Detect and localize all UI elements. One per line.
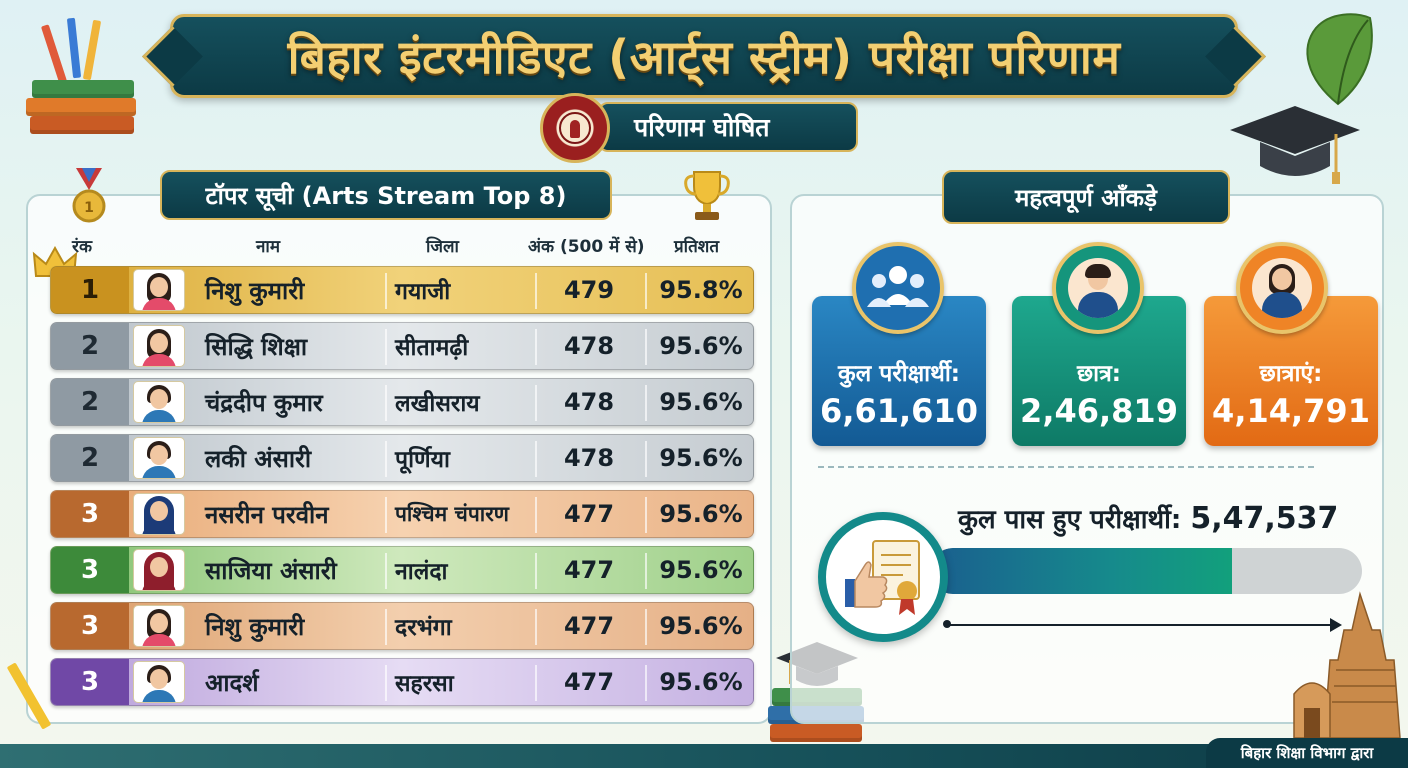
stat-label: कुल परीक्षार्थी:	[838, 361, 960, 387]
column-header-marks: अंक (500 में से)	[528, 237, 645, 257]
pass-progress-bar	[930, 548, 1362, 594]
rank-cell: 3	[51, 659, 129, 705]
stat-value: 2,46,819	[1020, 392, 1178, 430]
marks-cell: 477	[563, 668, 615, 696]
name-cell: निशु कुमारी	[205, 276, 305, 305]
name-cell: नसरीन परवीन	[205, 500, 329, 529]
pass-progress-fill	[930, 548, 1233, 594]
result-declared-banner: परिणाम घोषित	[598, 102, 858, 152]
statistics-banner: महत्वपूर्ण आँकड़े	[942, 170, 1230, 224]
stat-value: 6,61,610	[820, 392, 978, 430]
footer-credit: बिहार शिक्षा विभाग द्वारा	[1206, 738, 1408, 768]
footer-credit-text: बिहार शिक्षा विभाग द्वारा	[1240, 744, 1374, 762]
name-cell: चंद्रदीप कुमार	[205, 388, 323, 417]
group-icon	[852, 242, 944, 334]
arrow-icon	[943, 618, 1342, 632]
total-passed-value: 5,47,537	[1190, 501, 1339, 536]
marks-cell: 478	[563, 444, 615, 472]
marks-cell: 477	[563, 500, 615, 528]
name-cell: आदर्श	[205, 668, 259, 697]
district-cell: सहरसा	[395, 671, 454, 697]
board-emblem-icon	[540, 93, 610, 163]
student-avatar-icon	[133, 493, 185, 535]
district-cell: पूर्णिया	[395, 447, 450, 473]
column-header-district: जिला	[426, 237, 459, 257]
topper-row: 3 नसरीन परवीन पश्चिम चंपारण 477 95.6%	[50, 490, 754, 538]
percentage-cell: 95.8%	[659, 276, 743, 304]
district-cell: लखीसराय	[395, 391, 480, 417]
rank-cell: 2	[51, 379, 129, 425]
percentage-cell: 95.6%	[659, 500, 743, 528]
student-avatar-icon	[133, 437, 185, 479]
percentage-cell: 95.6%	[659, 668, 743, 696]
stat-value: 4,14,791	[1212, 392, 1370, 430]
district-cell: पश्चिम चंपारण	[395, 502, 509, 526]
svg-text:1: 1	[84, 200, 94, 216]
topper-row: 2 लकी अंसारी पूर्णिया 478 95.6%	[50, 434, 754, 482]
leaf-icon	[1306, 13, 1373, 106]
marks-cell: 477	[563, 556, 615, 584]
topper-row: 3 साजिया अंसारी नालंदा 477 95.6%	[50, 546, 754, 594]
district-cell: गयाजी	[395, 279, 451, 305]
footer-bar	[0, 744, 1408, 768]
percentage-cell: 95.6%	[659, 556, 743, 584]
percentage-cell: 95.6%	[659, 444, 743, 472]
name-cell: साजिया अंसारी	[205, 556, 337, 585]
female-student-icon	[1236, 242, 1328, 334]
graduation-cap-icon	[1230, 106, 1360, 184]
marks-cell: 479	[563, 276, 615, 304]
statistics-title: महत्वपूर्ण आँकड़े	[1015, 183, 1157, 212]
topper-row: 1 निशु कुमारी गयाजी 479 95.8%	[50, 266, 754, 314]
rank-cell: 3	[51, 547, 129, 593]
district-cell: दरभंगा	[395, 615, 452, 641]
total-passed-label: कुल पास हुए परीक्षार्थी: 5,47,537	[958, 500, 1338, 536]
column-header-name: नाम	[256, 237, 281, 257]
column-header-percentage: प्रतिशत	[674, 237, 720, 257]
percentage-cell: 95.6%	[659, 332, 743, 360]
divider	[818, 466, 1314, 468]
marks-cell: 478	[563, 332, 615, 360]
name-cell: सिद्धि शिक्षा	[205, 332, 308, 361]
student-avatar-icon	[133, 661, 185, 703]
stat-card-male-students: छात्र: 2,46,819	[1012, 296, 1186, 446]
stat-label: छात्र:	[1077, 361, 1121, 387]
name-cell: निशु कुमारी	[205, 612, 305, 641]
result-declared-label: परिणाम घोषित	[634, 113, 770, 142]
student-avatar-icon	[133, 381, 185, 423]
district-cell: सीतामढ़ी	[395, 335, 469, 361]
total-passed-text: कुल पास हुए परीक्षार्थी:	[958, 505, 1182, 535]
rank-cell: 3	[51, 603, 129, 649]
toppers-banner: टॉपर सूची (Arts Stream Top 8)	[160, 170, 612, 220]
page-title: बिहार इंटरमीडिएट (आर्ट्स स्ट्रीम) परीक्ष…	[287, 30, 1121, 84]
books-pencils-decoration	[22, 17, 142, 138]
trophy-icon	[684, 171, 730, 220]
title-banner: बिहार इंटरमीडिएट (आर्ट्स स्ट्रीम) परीक्ष…	[170, 14, 1238, 98]
rank-cell: 2	[51, 435, 129, 481]
marks-cell: 477	[563, 612, 615, 640]
topper-row: 3 निशु कुमारी दरभंगा 477 95.6%	[50, 602, 754, 650]
rank-cell: 1	[51, 267, 129, 313]
rank-cell: 3	[51, 491, 129, 537]
stat-label: छात्राएं:	[1259, 361, 1323, 387]
temple-icon	[1293, 591, 1401, 739]
medal-icon: 1	[72, 168, 106, 223]
topper-row: 2 चंद्रदीप कुमार लखीसराय 478 95.6%	[50, 378, 754, 426]
student-avatar-icon	[133, 549, 185, 591]
district-cell: नालंदा	[395, 559, 448, 585]
topper-row: 2 सिद्धि शिक्षा सीतामढ़ी 478 95.6%	[50, 322, 754, 370]
certificate-thumbs-up-icon	[818, 512, 948, 642]
student-avatar-icon	[133, 325, 185, 367]
percentage-cell: 95.6%	[659, 612, 743, 640]
student-avatar-icon	[133, 605, 185, 647]
rank-cell: 2	[51, 323, 129, 369]
name-cell: लकी अंसारी	[205, 444, 312, 473]
male-student-icon	[1052, 242, 1144, 334]
topper-row: 3 आदर्श सहरसा 477 95.6%	[50, 658, 754, 706]
percentage-cell: 95.6%	[659, 388, 743, 416]
student-avatar-icon	[133, 269, 185, 311]
marks-cell: 478	[563, 388, 615, 416]
toppers-title: टॉपर सूची (Arts Stream Top 8)	[205, 181, 567, 210]
